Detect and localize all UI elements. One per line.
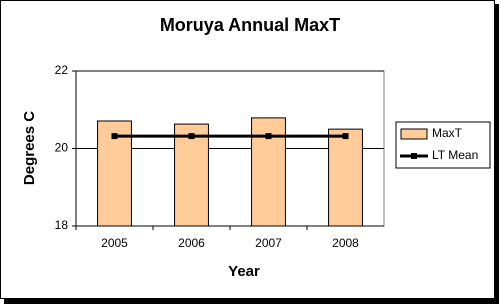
legend-swatch (400, 128, 428, 140)
x-tick-label: 2007 (255, 236, 282, 250)
y-axis-title: Degrees C (21, 111, 38, 185)
marker (111, 133, 118, 140)
x-tick-label: 2006 (178, 236, 205, 250)
bar (328, 128, 363, 227)
bar (174, 123, 209, 227)
x-tick-label: 2005 (101, 236, 128, 250)
marker (265, 133, 272, 140)
marker (342, 133, 349, 140)
y-tick-label: 22 (55, 63, 69, 77)
x-tick-label: 2008 (332, 236, 359, 250)
chart-title: Moruya Annual MaxT (160, 15, 340, 35)
legend-label: LT Mean (432, 148, 478, 162)
marker (188, 133, 195, 140)
legend-label: MaxT (432, 126, 463, 140)
y-tick-label: 20 (55, 141, 69, 155)
x-axis-title: Year (228, 263, 260, 280)
legend-swatch-marker (411, 153, 417, 159)
y-tick-label: 18 (55, 218, 69, 232)
